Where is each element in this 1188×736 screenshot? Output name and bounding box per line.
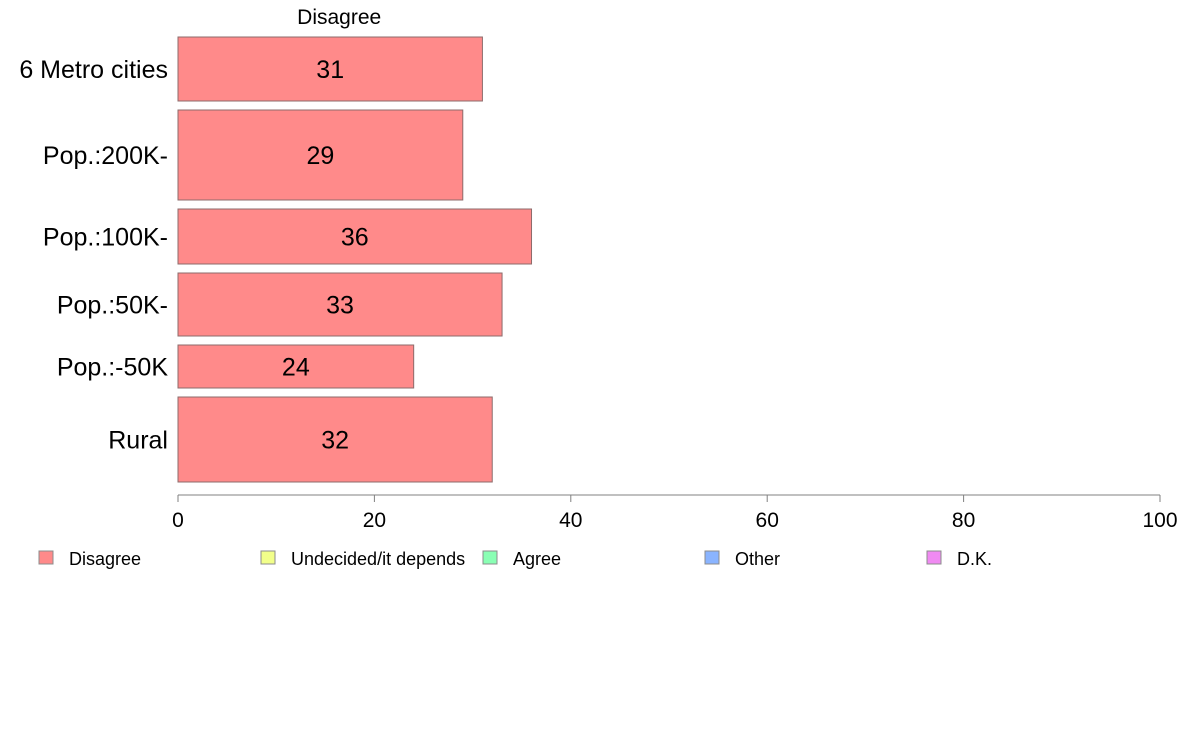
legend-swatch — [704, 550, 720, 565]
bar-value-label: 31 — [316, 56, 344, 84]
x-tick-label: 80 — [952, 509, 975, 532]
x-tick-label: 0 — [172, 509, 184, 532]
legend-swatch — [926, 550, 942, 565]
category-label: Pop.:50K- — [57, 292, 168, 320]
bar — [177, 396, 493, 483]
legend-label: Agree — [513, 549, 561, 569]
legend-label: Undecided/it depends — [291, 549, 465, 569]
legend: Disagree Undecided/it depends Agree Other D.… — [38, 549, 992, 569]
bar-value-label: 36 — [341, 224, 369, 252]
bar-value-label: 29 — [306, 142, 334, 170]
bar — [177, 208, 533, 265]
x-axis: 0 20 40 60 80 100 — [172, 494, 1178, 532]
x-tick-label: 20 — [363, 509, 386, 532]
category-label: Pop.:200K- — [43, 142, 168, 170]
bar-value-label: 32 — [321, 427, 349, 455]
x-tick-label: 40 — [559, 509, 582, 532]
category-label: Pop.:100K- — [43, 224, 168, 252]
legend-swatch — [260, 550, 276, 565]
category-label: Rural — [108, 427, 168, 455]
bar — [177, 109, 464, 201]
column-title: Disagree — [297, 6, 381, 29]
bar-value-label: 33 — [326, 292, 354, 320]
legend-label: Other — [735, 549, 780, 569]
category-label: 6 Metro cities — [19, 56, 168, 84]
bar — [177, 36, 483, 102]
bar-value-label: 24 — [282, 354, 310, 382]
bars-group: 6 Metro cities 31 Pop.:200K- 29 Pop.:100K- 36… — [19, 36, 533, 483]
legend-swatch — [482, 550, 498, 565]
category-label: Pop.:-50K — [57, 354, 169, 382]
x-tick-label: 100 — [1142, 509, 1177, 532]
bar — [177, 272, 503, 337]
legend-label: Disagree — [69, 549, 141, 569]
bar — [177, 344, 415, 389]
x-tick-label: 60 — [756, 509, 779, 532]
legend-label: D.K. — [957, 549, 992, 569]
legend-swatch — [38, 550, 54, 565]
